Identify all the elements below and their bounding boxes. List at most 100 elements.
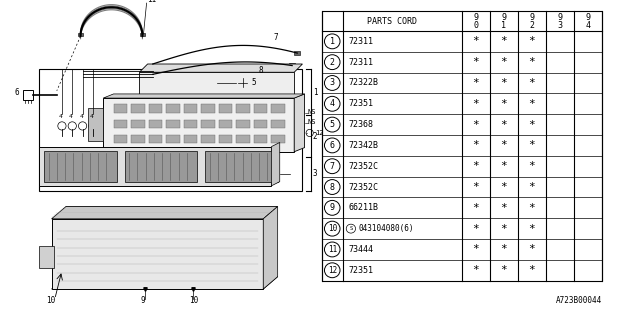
Text: 10: 10 [328, 224, 337, 233]
Polygon shape [52, 277, 278, 289]
Bar [184, 135, 197, 143]
Bar [113, 104, 127, 113]
Text: *: * [529, 57, 535, 67]
Text: *: * [472, 265, 479, 275]
Polygon shape [52, 219, 263, 289]
Bar [184, 120, 197, 128]
Text: *: * [529, 203, 535, 213]
Bar [184, 104, 197, 113]
Bar [219, 135, 232, 143]
Text: 11: 11 [148, 0, 157, 4]
Bar [113, 120, 127, 128]
Text: 9: 9 [141, 297, 145, 306]
Bar [44, 151, 116, 182]
Text: 4: 4 [585, 20, 590, 29]
Text: 4: 4 [330, 99, 335, 108]
Text: 10: 10 [47, 297, 56, 306]
Text: 8: 8 [330, 182, 335, 192]
Text: 7: 7 [330, 162, 335, 171]
Text: 9: 9 [473, 12, 478, 21]
Text: 72351: 72351 [349, 99, 374, 108]
Text: *: * [472, 36, 479, 46]
Bar [125, 151, 197, 182]
Polygon shape [103, 94, 305, 98]
Bar [236, 120, 250, 128]
Text: 72352C: 72352C [349, 162, 379, 171]
Text: *: * [529, 224, 535, 234]
Text: 72368: 72368 [349, 120, 374, 129]
Bar [131, 135, 145, 143]
Bar [271, 104, 285, 113]
Bar [148, 104, 162, 113]
Bar [149, 72, 156, 77]
Text: *: * [529, 244, 535, 254]
Text: *: * [500, 99, 507, 109]
Bar [166, 135, 180, 143]
Polygon shape [140, 72, 294, 95]
Text: 3: 3 [313, 169, 317, 179]
Bar [131, 104, 145, 113]
Bar [140, 33, 145, 36]
Polygon shape [140, 64, 303, 72]
Text: 72322B: 72322B [349, 78, 379, 87]
Bar [148, 135, 162, 143]
Text: *: * [500, 57, 507, 67]
Text: *: * [500, 224, 507, 234]
Text: 4: 4 [90, 114, 93, 119]
Bar [202, 104, 214, 113]
Text: 9: 9 [557, 12, 562, 21]
Text: 8: 8 [258, 66, 262, 75]
Text: 10: 10 [189, 297, 198, 306]
Text: 12: 12 [315, 130, 323, 136]
Text: 1: 1 [330, 37, 335, 46]
Text: *: * [500, 265, 507, 275]
Text: *: * [472, 161, 479, 171]
Text: 9: 9 [529, 12, 534, 21]
Text: 12: 12 [328, 266, 337, 275]
Bar [131, 120, 145, 128]
Text: 72311: 72311 [349, 58, 374, 67]
Text: 2: 2 [330, 58, 335, 67]
Text: 6: 6 [15, 88, 19, 97]
Bar [271, 135, 285, 143]
Text: *: * [472, 140, 479, 150]
Text: *: * [500, 182, 507, 192]
Text: 3: 3 [330, 78, 335, 87]
Text: 72351: 72351 [349, 266, 374, 275]
Text: 5: 5 [252, 78, 257, 87]
Text: NS: NS [308, 119, 316, 125]
Text: 9: 9 [585, 12, 590, 21]
Polygon shape [271, 142, 280, 186]
Text: *: * [472, 244, 479, 254]
Text: 1: 1 [501, 20, 506, 29]
Bar [236, 104, 250, 113]
Text: 72342B: 72342B [349, 141, 379, 150]
Text: 2: 2 [529, 20, 534, 29]
Text: 73444: 73444 [349, 245, 374, 254]
Text: *: * [500, 78, 507, 88]
Bar [202, 135, 214, 143]
Bar [219, 120, 232, 128]
Bar [148, 120, 162, 128]
Text: *: * [529, 161, 535, 171]
Polygon shape [103, 98, 294, 152]
Text: *: * [500, 36, 507, 46]
Bar [113, 135, 127, 143]
Bar [271, 120, 285, 128]
Bar [57, 92, 65, 98]
Bar [236, 135, 250, 143]
Text: *: * [529, 140, 535, 150]
Text: *: * [529, 99, 535, 109]
Bar [289, 63, 295, 68]
Polygon shape [39, 147, 271, 186]
Bar [254, 104, 268, 113]
Text: *: * [500, 244, 507, 254]
Text: 4: 4 [59, 114, 63, 119]
Text: *: * [472, 78, 479, 88]
Text: *: * [472, 203, 479, 213]
Bar [88, 108, 103, 141]
Text: *: * [472, 99, 479, 109]
Text: *: * [500, 161, 507, 171]
Text: 4: 4 [79, 114, 83, 119]
Bar [22, 90, 33, 100]
